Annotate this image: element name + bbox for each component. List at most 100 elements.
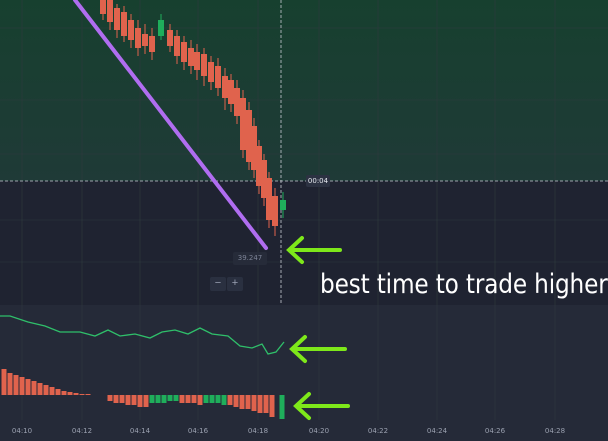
candle [208, 56, 214, 90]
chart-grid [0, 0, 608, 420]
histogram-bar [215, 395, 221, 403]
histogram-bar [167, 395, 173, 401]
histogram-bar [227, 395, 233, 405]
histogram-bar [13, 375, 19, 395]
histogram-bar [61, 391, 67, 395]
candle [107, 0, 113, 30]
histogram-bar [143, 395, 149, 407]
histogram-bar [137, 395, 143, 407]
annotation-text: best time to trade higher [320, 269, 608, 300]
x-tick-label: 04:28 [544, 427, 566, 435]
candle [158, 14, 164, 40]
trend-line [73, 0, 268, 250]
candle [121, 6, 127, 42]
candle [246, 102, 252, 170]
histogram-bar [239, 395, 245, 409]
candle [228, 74, 234, 112]
candle [174, 30, 180, 64]
candle [266, 172, 272, 228]
candle [222, 68, 228, 110]
histogram-bar [257, 395, 263, 413]
candle [251, 118, 257, 178]
histogram-bar [245, 395, 251, 409]
x-tick-label: 04:24 [426, 427, 448, 435]
candle [128, 14, 134, 48]
histogram-bar [1, 369, 7, 395]
histogram-bar [25, 379, 31, 395]
zoom-in-button[interactable]: + [227, 277, 243, 291]
histogram-bar [149, 395, 155, 403]
candle [272, 188, 278, 236]
histogram-bar [221, 395, 227, 405]
histogram-bar [279, 395, 285, 419]
candle [114, 4, 120, 38]
histogram-bar [79, 394, 85, 395]
candle [167, 24, 173, 52]
lower-zone [0, 181, 608, 305]
crosshair-time-label: 00:04 [306, 175, 330, 187]
candle [181, 36, 187, 70]
candle [149, 28, 155, 60]
zoom-out-button[interactable]: − [210, 277, 226, 291]
candle [201, 48, 207, 86]
histogram-bar [55, 389, 61, 395]
histogram-bar [185, 395, 191, 403]
candlesticks [100, 0, 286, 236]
histogram [1, 369, 285, 419]
x-tick-label: 04:16 [187, 427, 209, 435]
histogram-bar [155, 395, 161, 403]
oscillator-line [0, 315, 285, 355]
x-tick-label: 04:20 [308, 427, 330, 435]
histogram-bar [173, 395, 179, 401]
candle [215, 58, 221, 96]
histogram-bar [7, 373, 13, 395]
x-tick-label: 04:26 [484, 427, 506, 435]
candle [234, 80, 240, 124]
arrow-icon [293, 392, 350, 420]
candle [256, 140, 262, 194]
histogram-bar [263, 395, 269, 413]
candle [135, 20, 141, 56]
histogram-bar [31, 381, 37, 395]
histogram-bar [209, 395, 215, 403]
histogram-bar [203, 395, 209, 403]
x-tick-label: 04:22 [367, 427, 389, 435]
price-label: 39.247 [233, 252, 267, 265]
arrow-icon [286, 236, 342, 264]
histogram-bar [197, 395, 203, 405]
histogram-bar [85, 394, 91, 395]
histogram-bar [107, 395, 113, 401]
histogram-bar [67, 392, 73, 395]
histogram-bar [233, 395, 239, 407]
histogram-bar [43, 385, 49, 395]
candle [142, 24, 148, 54]
candle [100, 0, 106, 20]
histogram-bar [19, 377, 25, 395]
candle [188, 40, 194, 74]
histogram-bar [179, 395, 185, 403]
higher-zone [0, 0, 608, 181]
histogram-bar [125, 395, 131, 405]
histogram-bar [37, 383, 43, 395]
candle [280, 192, 286, 218]
candle [240, 90, 246, 158]
x-tick-label: 04:12 [71, 427, 93, 435]
histogram-bar [49, 387, 55, 395]
indicator-panel [0, 305, 608, 441]
x-tick-label: 04:18 [247, 427, 269, 435]
arrow-icon [289, 335, 347, 363]
histogram-bar [119, 395, 125, 403]
candle [194, 44, 200, 80]
histogram-bar [113, 395, 119, 403]
histogram-bar [191, 395, 197, 403]
x-tick-label: 04:14 [129, 427, 151, 435]
histogram-bar [131, 395, 137, 405]
histogram-bar [73, 393, 79, 395]
x-tick-label: 04:10 [11, 427, 33, 435]
histogram-bar [161, 395, 167, 403]
histogram-bar [251, 395, 257, 411]
histogram-bar [269, 395, 275, 417]
candle [261, 154, 267, 206]
